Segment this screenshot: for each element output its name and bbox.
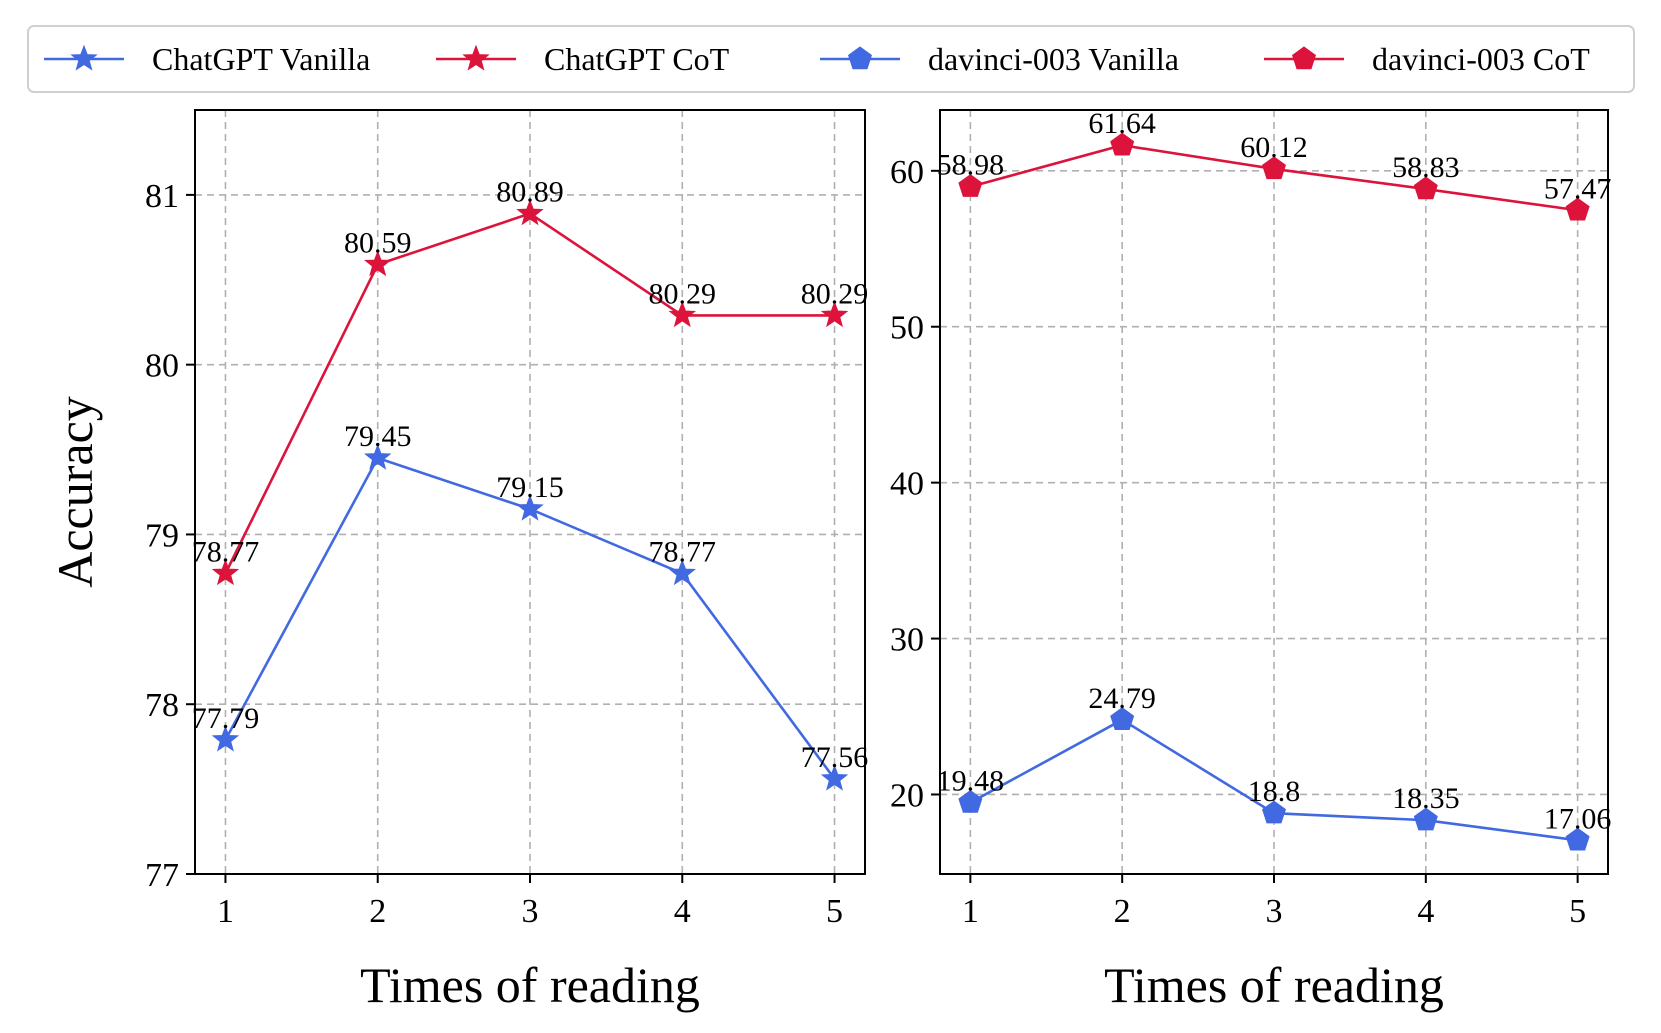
data-point-davinci-003-cot (1413, 176, 1438, 200)
data-label-davinci-003-cot: 58.83 (1392, 151, 1460, 184)
y-tick-label: 79 (145, 517, 179, 554)
y-axis-title: Accuracy (47, 396, 103, 588)
data-point-chatgpt-cot (668, 301, 696, 328)
data-point-chatgpt-vanilla (820, 764, 849, 791)
legend-item-davinci-003-cot: davinci-003 CoT (1264, 41, 1590, 77)
data-label-chatgpt-vanilla: 78.77 (649, 535, 717, 568)
y-tick-label: 20 (890, 777, 924, 814)
series-chatgpt-cot: 78.77 80.59 80.89 80.29 80.29 (192, 176, 869, 586)
y-tick-label: 80 (145, 348, 179, 385)
data-label-chatgpt-vanilla: 79.15 (496, 471, 564, 504)
legend-label: davinci-003 Vanilla (928, 41, 1179, 77)
legend-marker-star-icon (462, 44, 490, 71)
x-tick-label: 5 (1569, 893, 1586, 930)
y-tick-label: 81 (145, 178, 179, 215)
data-point-davinci-003-vanilla (1413, 807, 1438, 831)
data-label-chatgpt-cot: 80.29 (801, 277, 869, 310)
data-point-chatgpt-vanilla (364, 443, 392, 470)
x-tick-label: 3 (522, 893, 539, 930)
data-point-chatgpt-vanilla (516, 494, 544, 521)
series-davinci-003-vanilla: 19.48 24.79 18.8 18.35 17.06 (937, 682, 1612, 851)
plot-frame (194, 109, 866, 875)
legend-item-chatgpt-cot: ChatGPT CoT (436, 41, 730, 77)
legend-marker-pentagon-icon (1292, 46, 1316, 70)
data-label-davinci-003-cot: 57.47 (1544, 172, 1612, 205)
data-label-davinci-003-vanilla: 19.48 (937, 765, 1005, 798)
x-tick-label: 1 (217, 893, 234, 930)
data-label-davinci-003-cot: 61.64 (1088, 107, 1156, 140)
data-point-davinci-003-vanilla (1110, 707, 1135, 730)
legend-item-chatgpt-vanilla: ChatGPT Vanilla (44, 41, 370, 77)
legend-marker-pentagon-icon (848, 46, 872, 70)
x-axis-title: Times of reading (360, 957, 700, 1013)
data-point-chatgpt-cot (820, 301, 849, 328)
y-tick-label: 60 (890, 154, 924, 191)
data-point-chatgpt-cot (516, 199, 544, 226)
legend: ChatGPT Vanilla ChatGPT CoT davinci-003 Va… (27, 25, 1635, 93)
y-tick-label: 30 (890, 622, 924, 659)
series-davinci-003-cot: 58.98 61.64 60.12 58.83 57.47 (937, 107, 1612, 221)
data-label-davinci-003-cot: 58.98 (937, 149, 1005, 182)
data-point-davinci-003-vanilla (1565, 827, 1590, 851)
y-tick-label: 77 (145, 857, 179, 894)
data-label-chatgpt-vanilla: 77.79 (192, 702, 260, 735)
data-label-chatgpt-vanilla: 77.56 (801, 741, 869, 774)
data-point-davinci-003-cot (1262, 156, 1286, 180)
data-point-chatgpt-cot (211, 559, 240, 586)
series-chatgpt-vanilla: 77.79 79.45 79.15 78.77 77.56 (192, 420, 869, 791)
data-label-chatgpt-cot: 78.77 (192, 535, 260, 568)
data-label-chatgpt-vanilla: 79.45 (344, 420, 412, 453)
data-point-davinci-003-vanilla (958, 789, 983, 813)
legend-label: ChatGPT Vanilla (152, 41, 370, 77)
x-tick-label: 1 (962, 893, 979, 930)
y-tick-label: 50 (890, 310, 924, 347)
legend-marker-star-icon (70, 44, 98, 71)
data-point-chatgpt-vanilla (668, 559, 696, 586)
legend-item-davinci-003-vanilla: davinci-003 Vanilla (820, 41, 1179, 77)
data-point-davinci-003-vanilla (1262, 800, 1286, 824)
left-chart-panel: 77 78 79 80 81 1 2 3 4 5 Times of reading Accuracy 7… (47, 109, 869, 1013)
plot-frame (939, 109, 1609, 875)
data-label-chatgpt-cot: 80.59 (344, 226, 412, 259)
x-axis-title: Times of reading (1104, 957, 1444, 1013)
y-tick-label: 40 (890, 466, 924, 503)
x-tick-label: 4 (674, 893, 691, 930)
right-chart-panel: 20 30 40 50 60 1 2 3 4 5 Times of reading 19.48 24.7… (890, 107, 1611, 1013)
x-tick-label: 4 (1417, 893, 1434, 930)
data-label-davinci-003-vanilla: 24.79 (1088, 682, 1156, 715)
data-point-davinci-003-cot (958, 174, 983, 197)
y-tick-label: 78 (145, 687, 179, 724)
data-label-davinci-003-vanilla: 18.8 (1248, 775, 1301, 808)
data-label-chatgpt-cot: 80.89 (496, 176, 564, 209)
x-tick-label: 2 (369, 893, 386, 930)
data-label-davinci-003-cot: 60.12 (1240, 131, 1308, 164)
data-point-chatgpt-cot (364, 250, 392, 277)
data-point-chatgpt-vanilla (211, 725, 240, 752)
x-tick-label: 2 (1114, 893, 1131, 930)
x-tick-label: 3 (1266, 893, 1283, 930)
data-point-davinci-003-cot (1110, 132, 1135, 156)
data-label-davinci-003-vanilla: 17.06 (1544, 802, 1612, 835)
legend-label: davinci-003 CoT (1372, 41, 1590, 77)
data-label-chatgpt-cot: 80.29 (649, 277, 717, 310)
x-tick-label: 5 (826, 893, 843, 930)
legend-label: ChatGPT CoT (544, 41, 730, 77)
data-point-davinci-003-cot (1565, 197, 1590, 221)
data-label-davinci-003-vanilla: 18.35 (1392, 782, 1460, 815)
